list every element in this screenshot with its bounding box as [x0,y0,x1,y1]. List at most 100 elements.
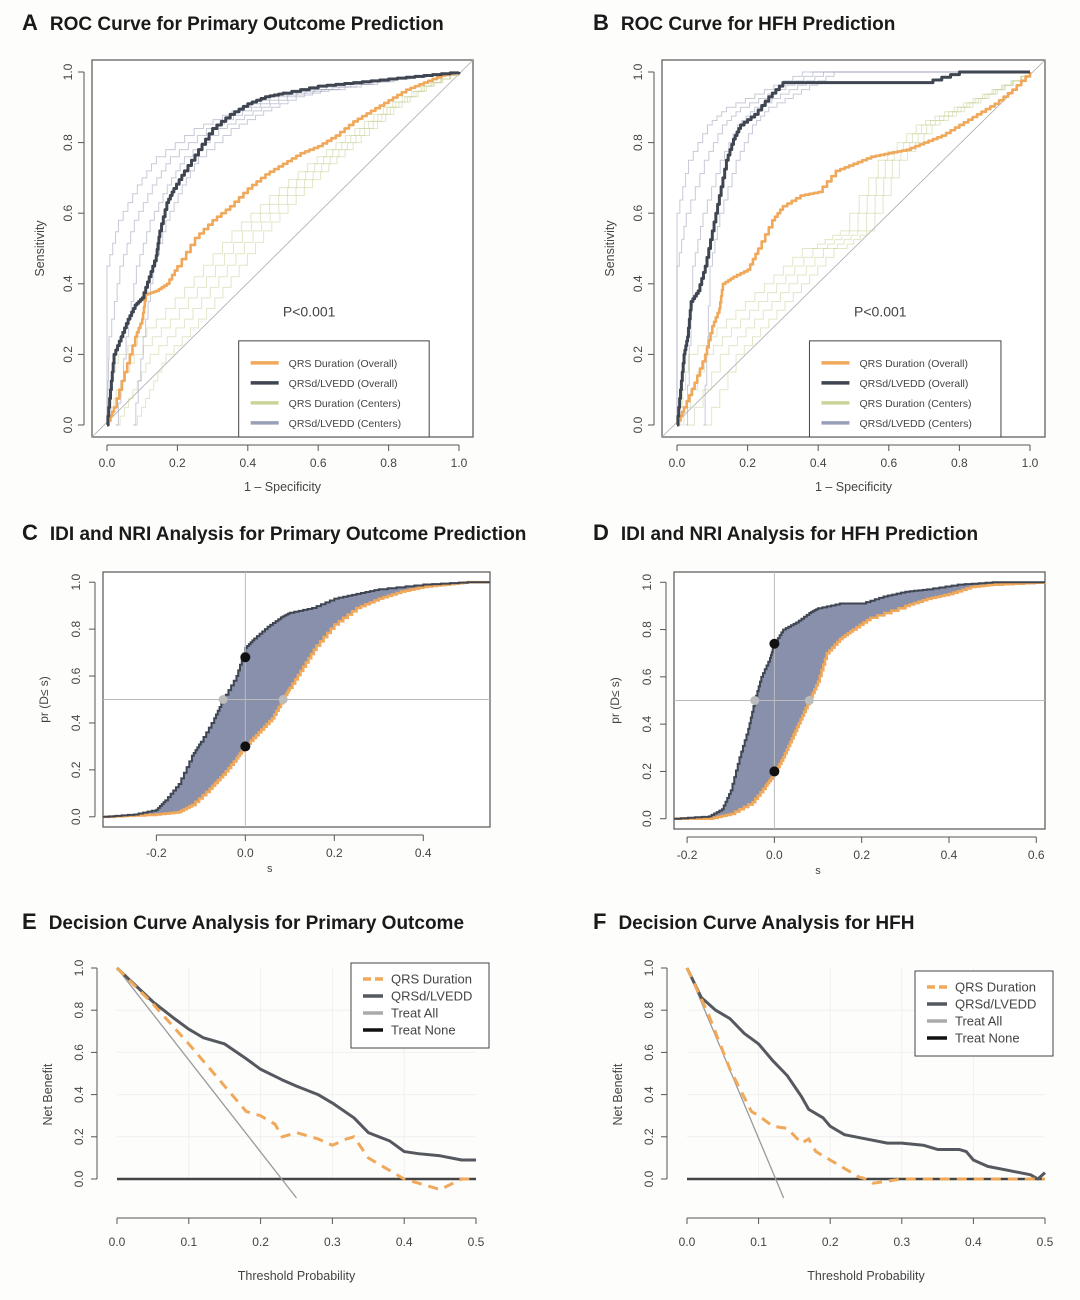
x-tick-label: 0.5 [1037,1235,1054,1249]
diagonal-reference-line [91,59,474,438]
y-tick-label: 0.0 [640,810,654,827]
legend-label: Treat None [955,1031,1020,1046]
panel-title-e: E Decision Curve Analysis for Primary Out… [22,909,464,935]
series-line-qrsd-lvedd-centers- [107,72,460,426]
x-tick-label: 0.8 [951,456,968,470]
y-tick-label: 0.2 [631,346,645,363]
y-tick-label: 1.0 [69,574,83,591]
y-axis-label: pr (D≤ s) [37,676,51,723]
y-tick-label: 1.0 [642,959,656,976]
legend-label: QRS Duration (Centers) [859,398,971,410]
series-line-treat-all [116,967,298,1199]
legend-label: QRSd/LVEDD [955,997,1036,1012]
series-line-qrs-duration-overall- [107,71,461,427]
series-line-qrsd-lvedd [674,581,1045,820]
x-tick-label: 0.0 [679,1235,696,1249]
legend-label: QRSd/LVEDD [391,989,472,1004]
y-tick-label: 0.0 [642,1170,656,1187]
panel-title-d: D IDI and NRI Analysis for HFH Prediction [593,520,978,546]
y-tick-label: 0.4 [631,275,645,292]
panel-title-text: IDI and NRI Analysis for HFH Prediction [620,524,979,545]
y-tick-label: 0.2 [61,346,75,363]
y-tick-label: 0.8 [642,1002,656,1019]
legend-label: QRS Duration [391,972,472,987]
x-tick-label: 0.8 [380,456,397,470]
x-tick-label: 1.0 [1022,456,1039,470]
x-tick-label: 0.6 [880,456,897,470]
panel-letter: F [593,909,607,934]
y-tick-label: 0.8 [640,621,654,638]
diagonal-reference-line [661,59,1046,438]
y-tick-label: 0.0 [61,416,75,433]
y-tick-label: 0.4 [69,714,83,731]
x-tick-label: 0.0 [669,456,686,470]
idi-chart-c: 0.0 0.2 0.4 0.6 0.8 1.0 -0.2 0.0 0.2 0.4 s pr (D≤ s… [37,571,491,875]
legend-label: QRS Duration (Centers) [289,398,401,410]
x-tick-label: -0.2 [146,846,167,860]
y-tick-label: 1.0 [640,574,654,591]
panel-title-text: Decision Curve Analysis for HFH [618,913,915,934]
x-tick-label: -0.2 [677,848,698,862]
y-axis-label: Net Benefit [611,1063,625,1125]
y-tick-label: 0.4 [61,275,75,292]
y-axis-label: Sensitivity [603,220,617,277]
x-tick-label: 0.2 [169,456,186,470]
x-tick-label: 0.0 [99,456,116,470]
y-tick-label: 0.4 [72,1086,86,1103]
y-tick-label: 0.6 [69,667,83,684]
y-axis-label: Net Benefit [41,1063,55,1125]
y-tick-label: 0.4 [640,715,654,732]
series-line-qrs-duration-centers- [133,72,460,426]
series-line-qrsd-lvedd [103,581,490,818]
legend-box [808,340,1002,438]
panel-title-c: C IDI and NRI Analysis for Primary Outcom… [22,520,526,546]
series-line-qrsd-lvedd [685,967,1046,1181]
x-tick-label: 0.4 [415,846,432,860]
series-line-qrs-duration-centers- [106,72,460,425]
dca-chart-f: 0.0 0.2 0.4 0.6 0.8 1.0 0.0 0.1 0.2 0.3 0.4 0.5 Thre… [611,959,1054,1283]
x-tick-label: 0.5 [468,1235,485,1249]
panel-title-text: IDI and NRI Analysis for Primary Outcome… [49,524,527,545]
series-line-qrs-duration-centers- [115,72,460,426]
series-line-qrs-duration [115,966,476,1192]
panel-letter: B [593,10,609,35]
x-tick-label: 0.4 [810,456,827,470]
series-line-qrsd-lvedd-centers- [703,71,1030,426]
median-point [278,695,288,704]
series-line-qrs-duration-overall- [677,72,1032,427]
p-value-annotation: P<0.001 [854,303,907,319]
x-tick-label: 0.4 [239,456,256,470]
x-tick-label: 0.3 [893,1235,910,1249]
median-point [750,696,760,705]
x-tick-label: 0.2 [822,1235,839,1249]
y-tick-label: 0.8 [72,1002,86,1019]
y-tick-label: 0.6 [642,1044,656,1061]
nri-point [769,766,780,777]
median-point [804,696,814,705]
x-tick-label: 0.1 [180,1235,197,1249]
y-tick-label: 0.8 [61,134,75,151]
y-axis-label: Sensitivity [33,220,47,277]
x-axis-label: s [267,863,273,875]
x-tick-label: 0.2 [326,846,343,860]
legend-label: QRSd/LVEDD (Centers) [859,418,971,430]
idi-shaded-area [103,582,490,817]
series-line-qrs-duration-centers- [703,72,1031,426]
nri-point [240,741,251,752]
y-tick-label: 1.0 [72,959,86,976]
series-line-qrsd-lvedd-centers- [133,72,460,426]
x-tick-label: 0.0 [237,846,254,860]
y-axis-label: pr (D≤ s) [608,677,622,724]
x-tick-label: 0.4 [965,1235,982,1249]
x-axis-label: 1 – Specificity [815,480,893,494]
x-tick-label: 0.2 [252,1235,269,1249]
legend-label: QRS Duration (Overall) [859,358,968,370]
legend-label: QRSd/LVEDD (Overall) [289,378,398,390]
dca-chart-e: 0.0 0.2 0.4 0.6 0.8 1.0 0.0 0.1 0.2 0.3 0.4 0.5 Thre… [41,959,490,1283]
nri-point [240,652,251,663]
y-tick-label: 1.0 [631,63,645,80]
y-tick-label: 0.2 [642,1128,656,1145]
y-tick-label: 0.4 [642,1086,656,1103]
panel-letter: A [22,10,38,35]
panel-title-b: B ROC Curve for HFH Prediction [593,10,895,36]
